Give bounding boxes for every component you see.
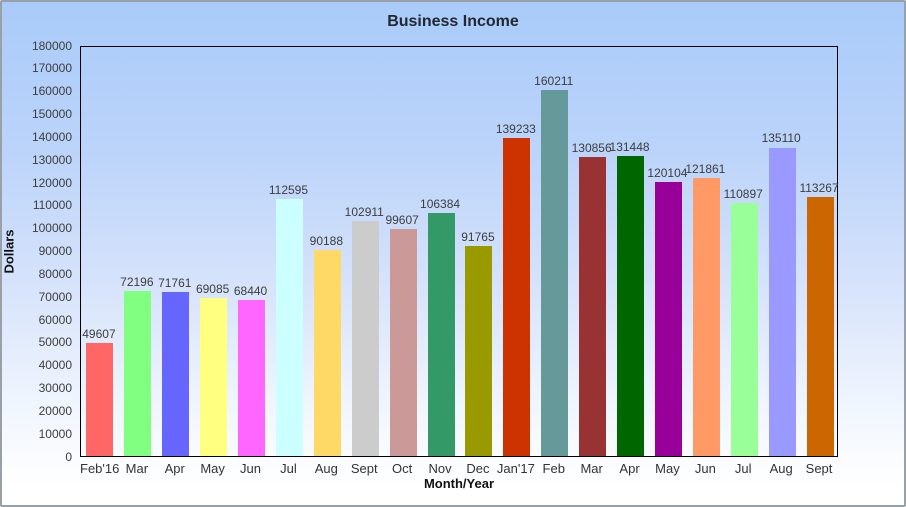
bar-Dec xyxy=(465,246,493,456)
bar-Sept xyxy=(806,197,834,456)
bar-Jun xyxy=(238,299,266,456)
bar-value-label: 135110 xyxy=(761,131,801,146)
x-axis-title: Month/Year xyxy=(423,476,495,491)
x-tick-label: Aug xyxy=(769,461,793,476)
y-tick-label: 90000 xyxy=(38,244,72,258)
bar-Jan-17 xyxy=(503,138,531,456)
x-tick-label: Jun xyxy=(240,461,262,476)
x-tick-label: May xyxy=(655,461,680,476)
x-tick-label: Apr xyxy=(164,461,185,476)
bar-Oct xyxy=(389,228,417,456)
bar-value-label: 106384 xyxy=(420,197,461,212)
x-tick-label: Feb xyxy=(542,461,565,476)
bar-Jun xyxy=(692,177,720,456)
x-tick-label: Jul xyxy=(734,461,752,476)
bar-value-label: 160211 xyxy=(534,74,574,89)
x-tick-label: Dec xyxy=(466,461,490,476)
bar-value-label: 49607 xyxy=(82,326,116,341)
bar-Apr xyxy=(162,292,190,456)
y-tick-label: 170000 xyxy=(31,61,72,76)
bar-Aug xyxy=(768,147,796,456)
chart-title: Business Income xyxy=(387,13,519,30)
y-tick-label: 110000 xyxy=(32,198,72,213)
bar-value-label: 99607 xyxy=(385,212,419,227)
bar-value-label: 72196 xyxy=(120,275,154,290)
x-tick-label: Mar xyxy=(125,461,149,476)
x-tick-label: Sept xyxy=(805,461,833,476)
bar-Jul xyxy=(730,202,758,456)
x-tick-label: Mar xyxy=(580,461,603,476)
x-tick-label: Aug xyxy=(314,461,338,476)
bar-value-label: 120104 xyxy=(647,165,688,180)
y-tick-label: 180000 xyxy=(31,38,72,53)
y-tick-label: 80000 xyxy=(38,266,72,281)
bar-Sept xyxy=(351,221,379,456)
bar-value-label: 69085 xyxy=(195,282,230,297)
y-tick-label: 70000 xyxy=(38,289,72,304)
bar-value-label: 91765 xyxy=(461,230,495,245)
y-tick-label: 130000 xyxy=(31,152,72,167)
bar-value-label: 102911 xyxy=(344,205,384,220)
x-tick-label: Sept xyxy=(350,461,378,476)
bar-value-label: 71761 xyxy=(158,276,192,291)
bar-value-label: 139233 xyxy=(495,122,536,137)
y-tick-label: 120000 xyxy=(31,175,72,190)
y-tick-label: 100000 xyxy=(31,221,72,236)
bar-Mar xyxy=(579,157,607,456)
bar-May xyxy=(654,181,682,456)
y-tick-label: 30000 xyxy=(38,381,72,395)
bar-Apr xyxy=(617,155,645,456)
x-tick-label: Jul xyxy=(280,461,297,476)
bar-value-label: 131448 xyxy=(609,139,650,154)
bar-value-label: 112595 xyxy=(268,182,309,197)
x-tick-label: Oct xyxy=(392,461,413,476)
bar-value-label: 110897 xyxy=(723,186,763,201)
bar-May xyxy=(200,298,228,456)
y-tick-label: 60000 xyxy=(38,312,72,327)
bar-Feb-16 xyxy=(86,342,114,456)
y-tick-label: 150000 xyxy=(31,107,72,121)
bar-Jul xyxy=(275,198,303,456)
bar-value-label: 130856 xyxy=(571,141,612,156)
bar-value-label: 90188 xyxy=(309,234,344,249)
x-tick-label: Nov xyxy=(428,461,452,476)
bar-Mar xyxy=(124,291,152,456)
x-tick-label: Feb'16 xyxy=(80,461,120,476)
bar-value-label: 121861 xyxy=(685,161,726,176)
x-tick-label: Jan'17 xyxy=(496,461,535,476)
x-tick-label: May xyxy=(200,461,225,476)
bar-Aug xyxy=(313,250,341,456)
bar-Feb xyxy=(541,90,569,456)
bar-value-label: 113267 xyxy=(799,181,839,196)
y-tick-label: 160000 xyxy=(31,84,72,99)
bar-Nov xyxy=(427,213,455,456)
y-tick-label: 140000 xyxy=(31,129,72,144)
x-tick-label: Jun xyxy=(694,461,716,476)
y-tick-label: 0 xyxy=(65,449,72,464)
x-tick-label: Apr xyxy=(619,461,640,476)
y-tick-label: 10000 xyxy=(38,426,72,441)
y-tick-label: 40000 xyxy=(38,358,72,373)
y-tick-label: 50000 xyxy=(38,335,72,350)
plot-area xyxy=(80,46,838,457)
y-tick-label: 20000 xyxy=(38,403,72,418)
bar-value-label: 68440 xyxy=(233,283,268,298)
